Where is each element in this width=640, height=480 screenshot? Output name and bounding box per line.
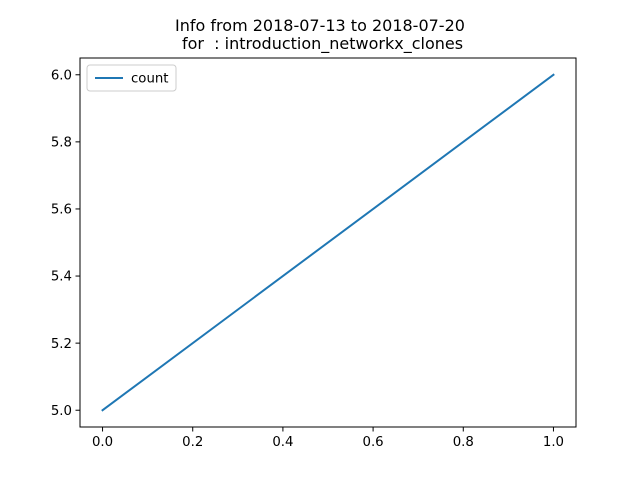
x-tick-label: 0.8 <box>453 435 474 450</box>
chart-title: Info from 2018-07-13 to 2018-07-20 <box>175 16 465 35</box>
y-tick-label: 5.2 <box>51 337 72 352</box>
y-tick-label: 5.4 <box>51 270 72 285</box>
axes-frame <box>79 57 577 428</box>
x-tick-label: 1.0 <box>543 435 564 450</box>
x-tick-label: 0.6 <box>363 435 384 450</box>
legend-label: count <box>131 72 169 87</box>
plot-area: 0.0 0.2 0.4 0.6 0.8 1.0 5.0 5.2 5.4 5.6 5.8 6.0 coun… <box>51 57 577 450</box>
series-line-count <box>101 73 555 412</box>
y-tick-label: 6.0 <box>51 68 72 83</box>
x-tick-label: 0.4 <box>272 435 293 450</box>
y-tick-label: 5.0 <box>51 404 72 419</box>
x-tick-label: 0.2 <box>182 435 203 450</box>
legend-box <box>86 64 177 92</box>
chart-subtitle: for : introduction_networkx_clones <box>177 34 463 54</box>
y-tick-label: 5.8 <box>51 136 72 151</box>
x-tick-label: 0.0 <box>92 435 113 450</box>
y-tick-label: 5.6 <box>51 203 72 218</box>
